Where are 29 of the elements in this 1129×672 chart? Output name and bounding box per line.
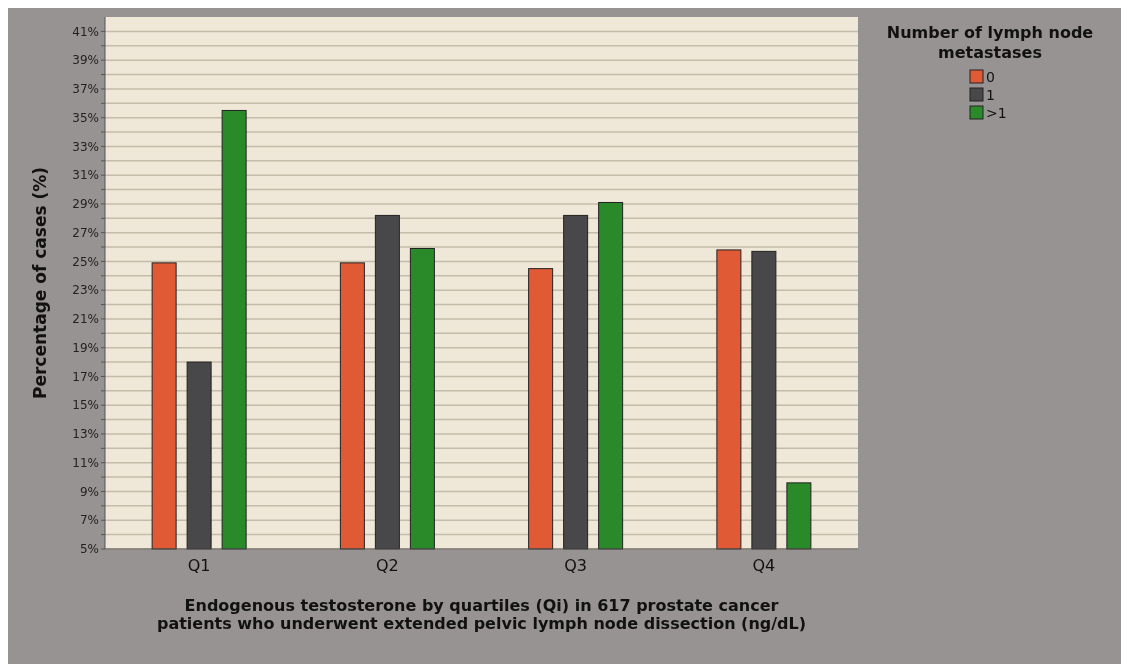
y-tick-label: 5% <box>79 542 99 557</box>
y-tick-label: 29% <box>72 197 99 212</box>
y-tick-label: 23% <box>72 283 99 298</box>
y-tick-label: 15% <box>72 398 99 413</box>
x-tick-label: Q2 <box>375 556 399 575</box>
legend-title: Number of lymph node metastases <box>886 23 1094 62</box>
x-tick-label: Q4 <box>752 556 776 575</box>
y-tick-label: 31% <box>72 168 99 183</box>
x-axis-title: Endogenous testosterone by quartiles (Qi) in 617 prostate cancer patients who underwent extended pelvic lymph node dissection (ng/dL) <box>156 596 807 633</box>
y-tick-label: 13% <box>72 427 99 442</box>
y-tick-label: 41% <box>72 24 99 39</box>
legend-label: 0 <box>986 68 995 85</box>
y-tick-label: 17% <box>72 369 99 384</box>
y-tick-label: 27% <box>72 225 99 240</box>
x-tick-label: Q3 <box>564 556 588 575</box>
y-tick-label: 25% <box>72 254 99 269</box>
x-tick-label: Q1 <box>187 556 211 575</box>
y-tick-label: 35% <box>72 110 99 125</box>
y-axis-title: Percentage of cases (%) <box>30 166 50 400</box>
y-tick-label: 11% <box>72 455 99 470</box>
y-tick-label: 9% <box>79 484 99 499</box>
y-tick-label: 33% <box>72 139 99 154</box>
y-tick-label: 7% <box>79 513 99 528</box>
y-tick-label: 37% <box>72 82 99 97</box>
y-tick-label: 39% <box>72 53 99 68</box>
legend-label: 1 <box>986 86 995 103</box>
y-tick-label: 19% <box>72 340 99 355</box>
y-tick-label: 21% <box>72 312 99 327</box>
legend-label: >1 <box>986 104 1007 121</box>
